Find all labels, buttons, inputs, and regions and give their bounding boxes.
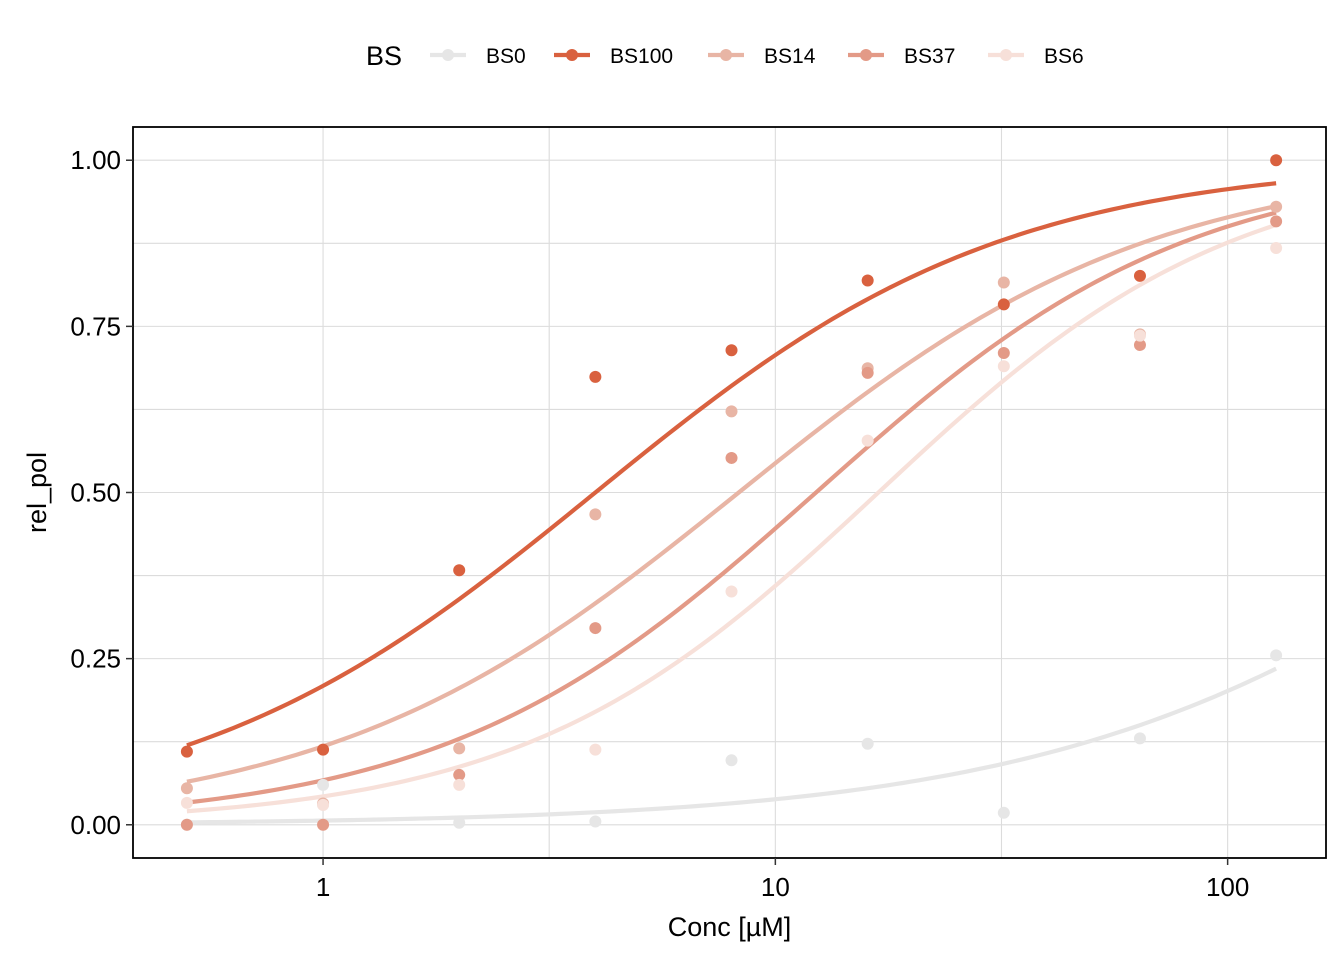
data-point-bs6 xyxy=(997,360,1010,373)
data-point-bs0 xyxy=(725,754,738,767)
y-tick-label: 0.75 xyxy=(70,311,121,341)
legend-item-bs37: BS37 xyxy=(848,45,955,68)
data-points xyxy=(180,154,1283,831)
fit-curve-bs100 xyxy=(186,181,1277,748)
data-point-bs37 xyxy=(1133,338,1146,351)
legend-item-bs100: BS100 xyxy=(554,45,673,68)
data-point-bs100 xyxy=(1270,154,1283,167)
data-point-bs6 xyxy=(1270,241,1283,254)
data-point-bs0 xyxy=(1270,649,1283,662)
legend-key-point xyxy=(860,49,872,61)
fit-curve-bs14 xyxy=(186,204,1277,784)
data-point-bs6 xyxy=(589,743,602,756)
data-point-bs100 xyxy=(725,344,738,357)
data-point-bs0 xyxy=(317,778,330,791)
data-point-bs37 xyxy=(725,451,738,464)
data-point-bs6 xyxy=(1133,329,1146,342)
data-point-bs14 xyxy=(997,276,1010,289)
x-axis-title: Conc [µM] xyxy=(668,912,792,942)
legend-key-point xyxy=(1000,49,1012,61)
data-point-bs0 xyxy=(997,806,1010,819)
fit-curve-bs6 xyxy=(186,222,1277,814)
data-point-bs14 xyxy=(1270,200,1283,213)
x-tick-label: 100 xyxy=(1206,872,1249,902)
x-tick-label: 10 xyxy=(761,872,790,902)
legend: BS BS0 BS100 BS14 BS37 BS6 xyxy=(366,41,1084,71)
legend-key-point xyxy=(566,49,578,61)
data-point-bs14 xyxy=(725,405,738,418)
data-point-bs100 xyxy=(1133,269,1146,282)
legend-label: BS100 xyxy=(610,45,673,68)
data-point-bs37 xyxy=(997,346,1010,359)
x-axis: 1 10 100 xyxy=(316,858,1249,902)
data-point-bs100 xyxy=(589,370,602,383)
fit-curves xyxy=(186,181,1278,825)
gridlines xyxy=(133,127,1326,858)
legend-title: BS xyxy=(366,41,402,71)
data-point-bs0 xyxy=(861,737,874,750)
data-point-bs37 xyxy=(861,366,874,379)
data-point-bs100 xyxy=(861,274,874,287)
legend-label: BS14 xyxy=(764,45,816,68)
data-point-bs14 xyxy=(589,508,602,521)
y-tick-label: 0.50 xyxy=(70,478,121,508)
data-point-bs6 xyxy=(180,796,193,809)
y-axis-title: rel_pol xyxy=(22,452,52,533)
y-axis: 0.00 0.25 0.50 0.75 1.00 xyxy=(70,145,133,840)
y-tick-label: 0.00 xyxy=(70,810,121,840)
data-point-bs37 xyxy=(1270,215,1283,228)
legend-key-point xyxy=(720,49,732,61)
legend-label: BS6 xyxy=(1044,45,1084,68)
data-point-bs37 xyxy=(453,768,466,781)
x-tick-label: 1 xyxy=(316,872,330,902)
legend-label: BS37 xyxy=(904,45,955,68)
data-point-bs100 xyxy=(317,743,330,756)
data-point-bs37 xyxy=(180,818,193,831)
data-point-bs0 xyxy=(453,816,466,829)
data-point-bs100 xyxy=(180,745,193,758)
data-point-bs14 xyxy=(180,782,193,795)
data-point-bs100 xyxy=(453,564,466,577)
data-point-bs0 xyxy=(589,815,602,828)
legend-item-bs0: BS0 xyxy=(430,45,526,68)
data-point-bs6 xyxy=(453,778,466,791)
legend-item-bs14: BS14 xyxy=(708,45,816,68)
data-point-bs37 xyxy=(317,818,330,831)
data-point-bs0 xyxy=(1133,732,1146,745)
data-point-bs14 xyxy=(453,742,466,755)
y-tick-label: 0.25 xyxy=(70,644,121,674)
legend-key-point xyxy=(442,49,454,61)
fit-curve-bs0 xyxy=(186,666,1278,825)
y-tick-label: 1.00 xyxy=(70,145,121,175)
data-point-bs6 xyxy=(317,798,330,811)
data-point-bs6 xyxy=(861,434,874,447)
legend-item-bs6: BS6 xyxy=(988,45,1084,68)
data-point-bs6 xyxy=(725,585,738,598)
data-point-bs100 xyxy=(997,298,1010,311)
fit-curve-bs37 xyxy=(186,210,1277,805)
data-point-bs37 xyxy=(589,622,602,635)
legend-label: BS0 xyxy=(486,45,526,68)
